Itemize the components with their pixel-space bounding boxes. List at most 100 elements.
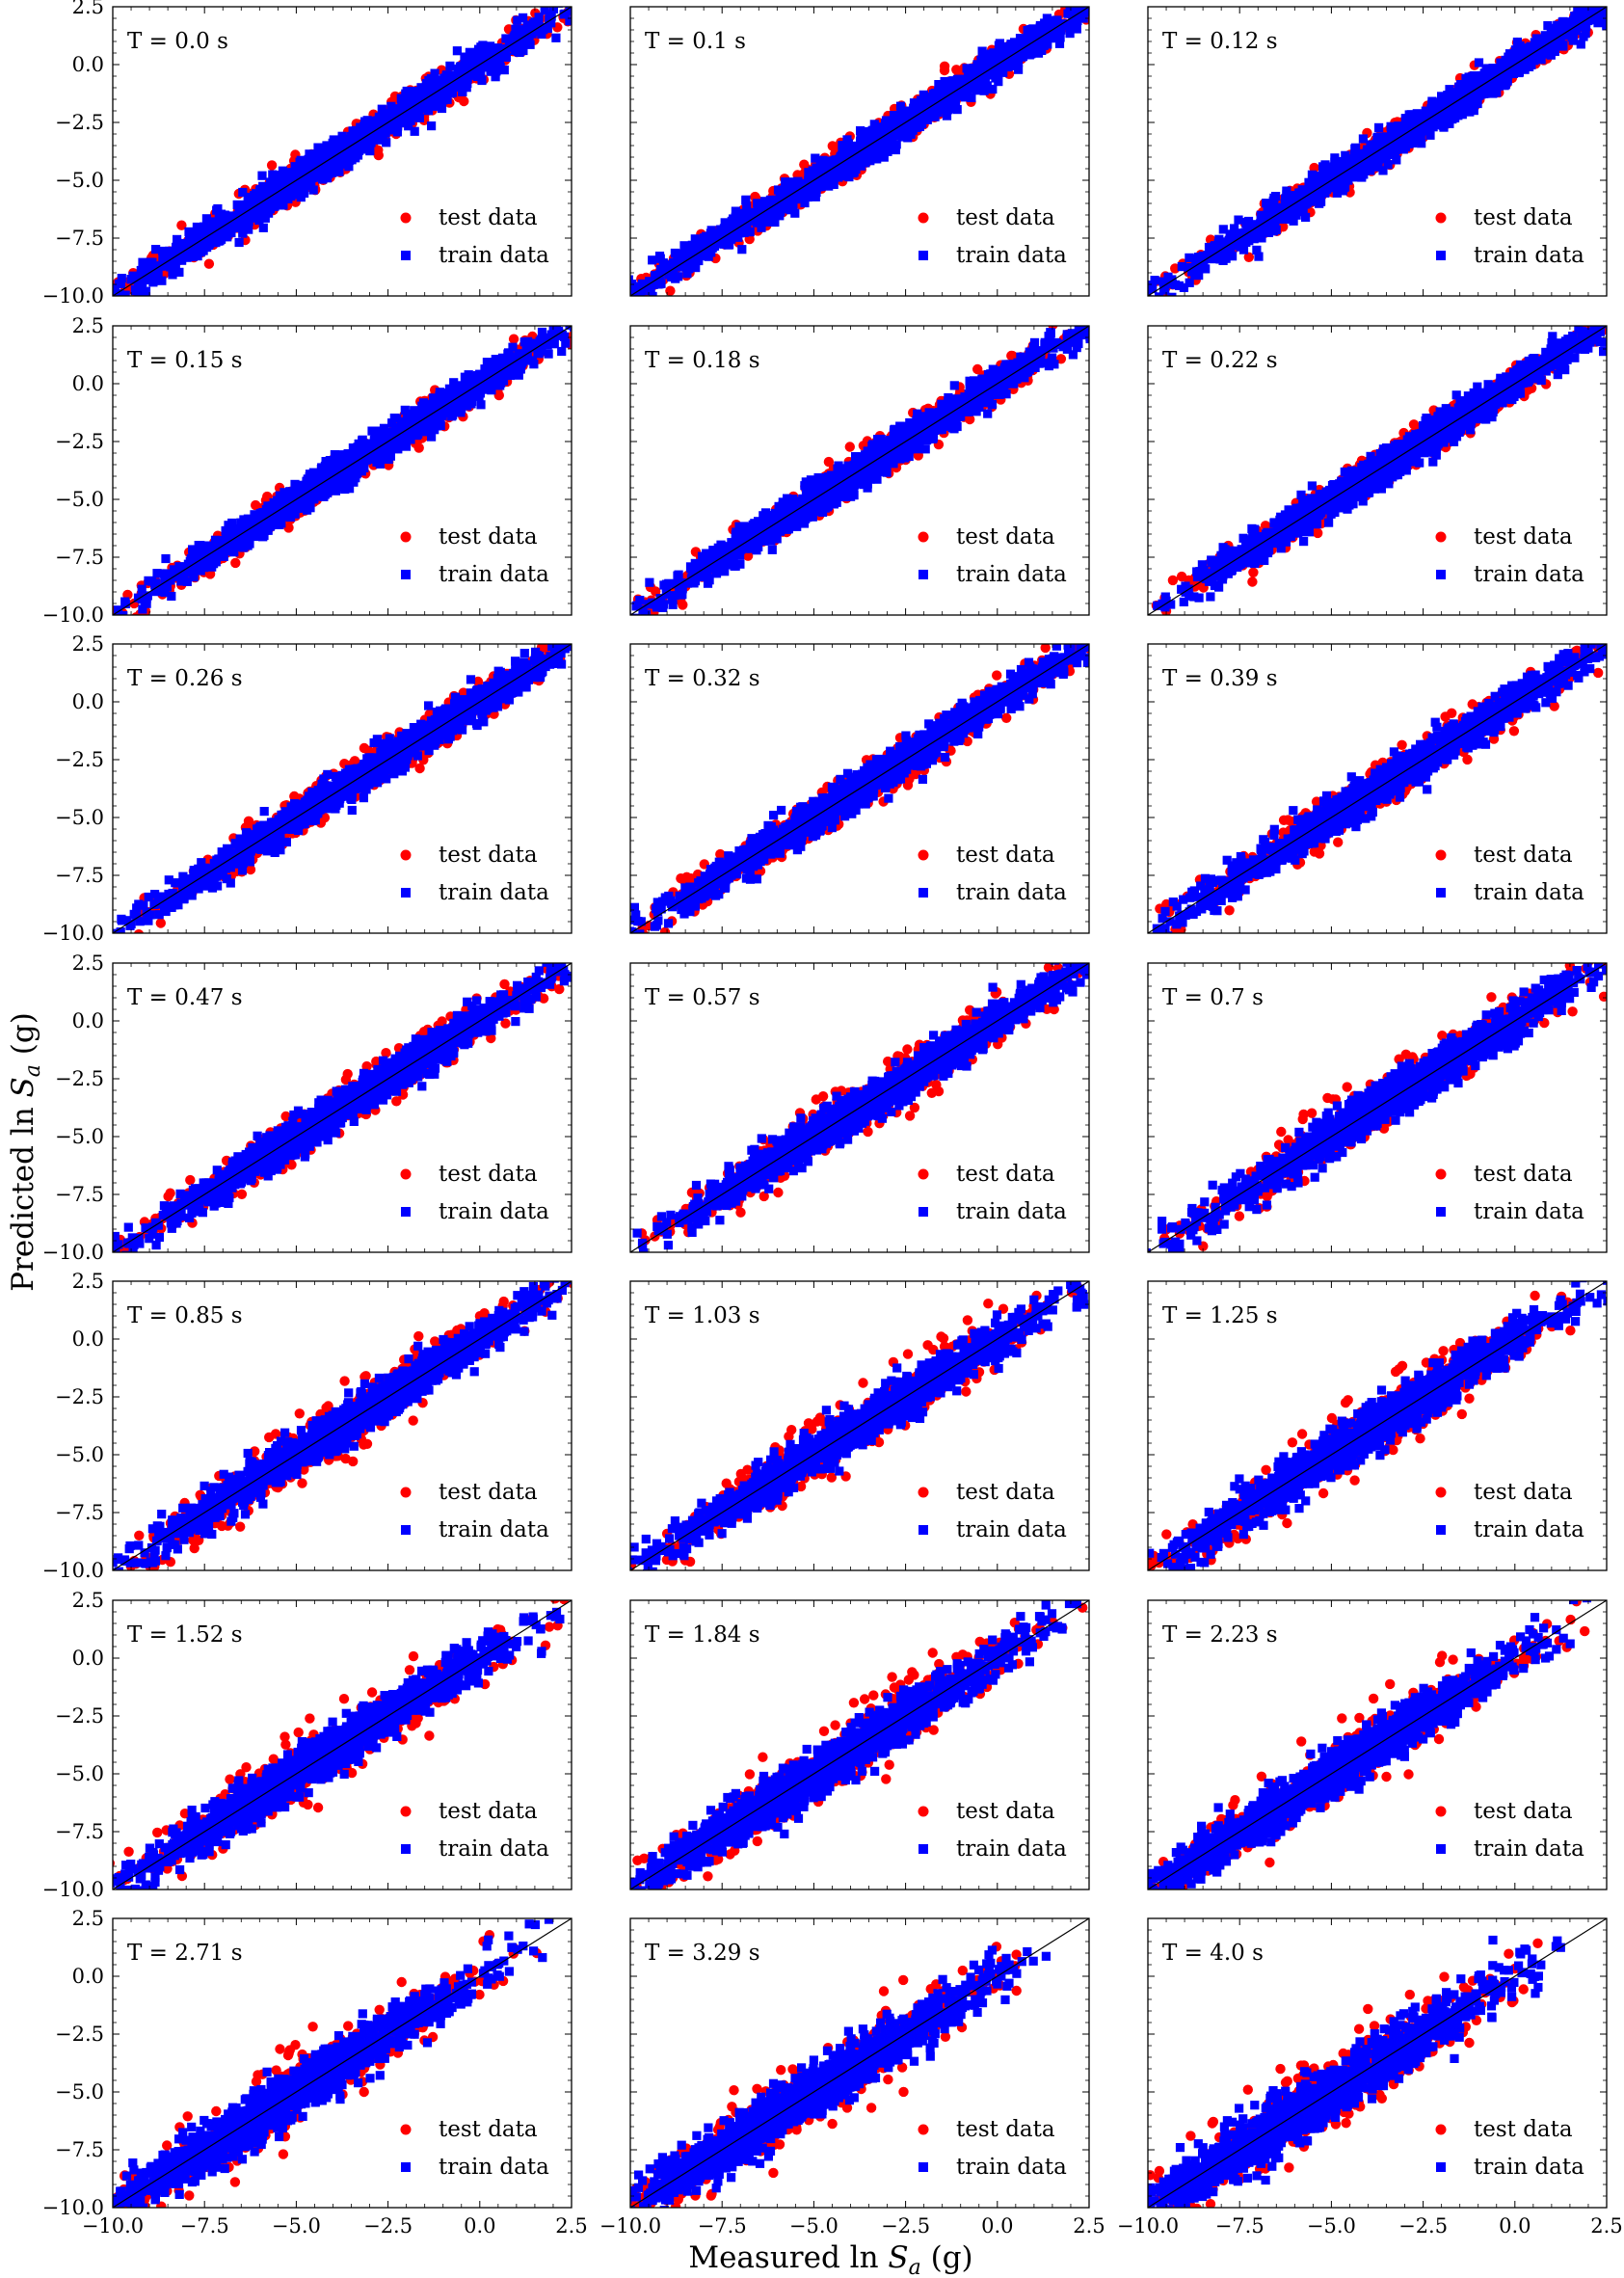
train-point <box>883 147 892 156</box>
train-point <box>355 146 364 155</box>
train-point <box>251 205 260 215</box>
test-point <box>266 160 278 171</box>
train-point <box>456 69 466 79</box>
train-point <box>333 151 343 161</box>
train-point <box>238 228 248 237</box>
train-point <box>317 162 328 172</box>
train-point <box>628 297 637 306</box>
train-point <box>108 301 117 309</box>
train-point <box>1358 134 1368 144</box>
train-point <box>244 225 253 234</box>
test-point <box>583 0 593 5</box>
train-point <box>1174 281 1185 290</box>
train-point <box>426 93 436 102</box>
train-point <box>989 48 998 58</box>
train-point <box>615 308 624 316</box>
train-point <box>585 0 594 5</box>
train-point <box>275 177 284 187</box>
train-point <box>869 140 879 149</box>
train-point <box>504 36 514 45</box>
train-point <box>146 257 155 267</box>
train-point <box>1126 308 1134 317</box>
test-point <box>594 0 603 5</box>
train-point <box>812 163 821 173</box>
train-point <box>199 229 208 239</box>
train-point <box>335 140 345 149</box>
train-point <box>960 93 970 102</box>
test-point <box>578 319 588 329</box>
test-point <box>176 220 187 230</box>
train-point <box>472 55 482 65</box>
train-point <box>513 15 522 25</box>
train-point <box>911 103 920 113</box>
train-point <box>546 12 556 21</box>
train-point <box>856 126 865 136</box>
train-point <box>865 156 875 166</box>
train-point <box>1150 276 1159 285</box>
legend-train-label: train data <box>956 243 1067 268</box>
train-point <box>238 187 248 198</box>
train-point <box>982 56 992 66</box>
train-point <box>780 185 789 195</box>
train-point <box>784 204 793 214</box>
train-point <box>307 174 317 183</box>
train-point <box>1072 24 1081 34</box>
train-point <box>1030 41 1040 51</box>
train-point <box>583 0 592 2</box>
train-point <box>399 106 409 116</box>
train-point <box>867 147 877 157</box>
train-point <box>448 70 458 80</box>
train-point <box>723 240 733 250</box>
train-point <box>103 281 112 289</box>
test-point <box>951 65 962 75</box>
train-point <box>543 23 552 33</box>
train-point <box>1078 13 1088 23</box>
train-point <box>918 119 927 128</box>
train-point <box>934 80 944 90</box>
train-point <box>988 54 998 64</box>
train-point <box>293 173 303 182</box>
train-point <box>484 50 493 60</box>
train-point <box>447 88 458 97</box>
train-point <box>452 46 462 56</box>
train-point <box>511 24 520 34</box>
train-point <box>365 137 375 147</box>
train-point <box>468 60 478 69</box>
legend-test-label: test data <box>956 205 1055 230</box>
train-point <box>895 123 905 133</box>
train-point <box>602 313 611 322</box>
train-point <box>235 217 245 228</box>
train-point <box>1128 281 1136 289</box>
train-point <box>1148 295 1155 296</box>
train-point <box>787 180 797 190</box>
train-point <box>827 158 837 168</box>
train-point <box>173 234 182 244</box>
test-point <box>28 342 38 352</box>
train-point <box>525 40 535 49</box>
train-point <box>476 48 486 58</box>
train-point <box>257 171 267 180</box>
train-point <box>208 217 218 227</box>
train-point <box>289 168 299 177</box>
test-point <box>1120 303 1130 312</box>
train-point <box>666 268 676 278</box>
train-point <box>1091 0 1100 3</box>
train-point <box>727 234 736 244</box>
train-point <box>1014 65 1024 74</box>
train-point <box>212 205 222 215</box>
train-point <box>599 322 608 331</box>
train-point <box>895 101 906 111</box>
train-point <box>399 97 409 108</box>
train-point <box>141 286 151 296</box>
train-point <box>266 177 276 187</box>
train-point <box>329 161 338 171</box>
train-point <box>462 57 471 67</box>
train-point <box>735 228 745 238</box>
train-point <box>304 181 313 191</box>
train-point <box>534 13 544 22</box>
train-point <box>252 200 261 209</box>
train-point <box>220 226 230 235</box>
train-point <box>942 111 952 121</box>
train-point <box>377 104 386 114</box>
train-point <box>691 263 701 273</box>
